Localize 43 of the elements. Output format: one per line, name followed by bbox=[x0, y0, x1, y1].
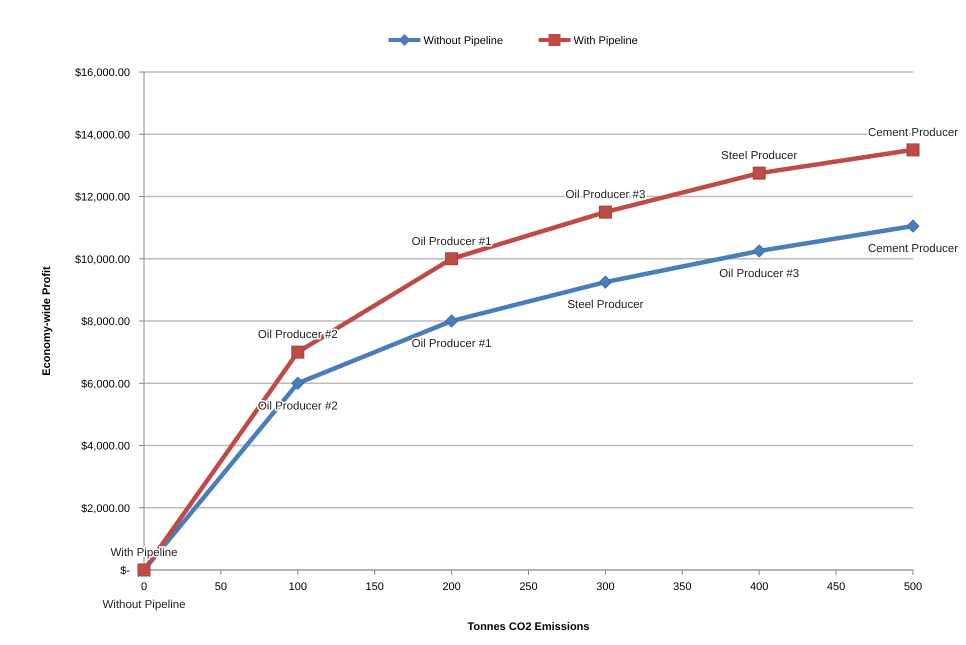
point bbox=[445, 314, 458, 328]
point bbox=[752, 166, 766, 180]
x-tick-label: 350 bbox=[673, 581, 692, 593]
y-tick-label: $8,000.00 bbox=[81, 316, 130, 328]
annotation: Oil Producer #1 bbox=[412, 338, 492, 350]
x-tick-label: 200 bbox=[442, 581, 461, 593]
y-tick-label: $16,000.00 bbox=[74, 67, 130, 79]
y-tick-label: $4,000.00 bbox=[81, 440, 130, 452]
point bbox=[445, 252, 458, 266]
point bbox=[598, 206, 612, 219]
point bbox=[752, 244, 766, 258]
x-tick-label: 50 bbox=[214, 581, 228, 593]
x-tick-label: 400 bbox=[750, 581, 768, 593]
x-tick-label: 100 bbox=[288, 581, 307, 593]
point bbox=[291, 376, 304, 390]
annotation: Oil Producer #3 bbox=[719, 268, 800, 280]
x-tick-label: 500 bbox=[904, 581, 922, 593]
x-axis-title: Tonnes CO2 Emissions bbox=[467, 621, 590, 633]
point bbox=[906, 220, 920, 233]
x-tick-label: 150 bbox=[366, 581, 384, 593]
x-tick-label: 250 bbox=[519, 581, 538, 593]
y-axis-title: Economy-wide Profit bbox=[41, 266, 53, 376]
annotation: Cement Producer bbox=[868, 243, 958, 256]
x-tick-label: 0 bbox=[140, 581, 148, 593]
point bbox=[598, 276, 612, 289]
point bbox=[291, 346, 304, 359]
y-tick-label: $2,000.00 bbox=[81, 502, 130, 515]
x-tick-label: 450 bbox=[826, 581, 846, 593]
annotation: Cement Producer bbox=[868, 126, 958, 139]
annotation: Steel Producer bbox=[567, 299, 644, 312]
y-tick-label: $12,000.00 bbox=[74, 192, 130, 204]
y-tick-label: $- bbox=[120, 565, 130, 577]
y-tick-label: $6,000.00 bbox=[81, 378, 130, 390]
x-tick-label: 300 bbox=[596, 581, 615, 593]
point bbox=[906, 143, 920, 156]
annotation: Without Pipeline bbox=[102, 599, 186, 611]
y-tick-label: $14,000.00 bbox=[74, 129, 130, 142]
legend-label: Without Pipeline bbox=[424, 35, 503, 47]
annotation: Oil Producer #3 bbox=[565, 189, 646, 202]
y-tick-label: $10,000.00 bbox=[74, 254, 130, 266]
annotation: Steel Producer bbox=[721, 150, 798, 162]
annotation: Oil Producer #1 bbox=[412, 236, 492, 248]
legend-label: With Pipeline bbox=[574, 35, 638, 47]
